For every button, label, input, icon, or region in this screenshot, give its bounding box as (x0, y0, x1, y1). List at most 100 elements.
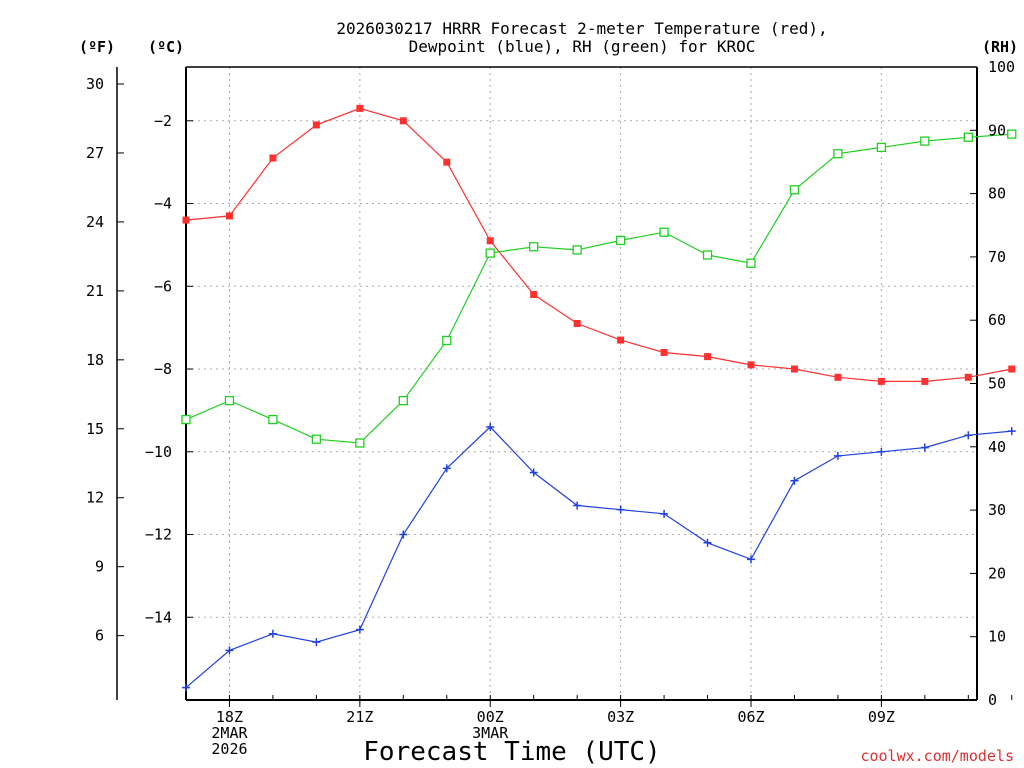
rh-line (185, 133, 1012, 444)
rh-tick-label-7: 30 (988, 501, 1006, 519)
series-layer (181, 104, 1017, 692)
temperature-point-13 (747, 361, 755, 369)
rh-point-8 (529, 242, 539, 252)
fahrenheit-tick-label-0: 30 (86, 75, 104, 93)
rh-point-13 (746, 258, 756, 268)
rh-point-19 (1007, 129, 1017, 139)
temperature-point-6 (443, 158, 451, 166)
dewpoint-line (185, 426, 1012, 689)
x-tick-label-5-0: 09Z (868, 708, 895, 726)
celsius-tick-label-4: −10 (145, 443, 172, 461)
rh-point-15 (833, 149, 843, 159)
rh-tick-label-10: 0 (988, 691, 997, 709)
rh-point-0 (181, 414, 191, 425)
temperature-point-11 (660, 348, 668, 356)
fahrenheit-tick-label-6: 12 (86, 489, 104, 507)
temperature-point-0 (182, 216, 190, 224)
temperature-point-19 (1008, 365, 1016, 373)
x-axis-label: Forecast Time (UTC) (363, 737, 660, 767)
rh-tick-label-8: 20 (988, 564, 1006, 582)
fahrenheit-tick-label-4: 18 (86, 351, 104, 369)
temperature-point-8 (530, 291, 538, 299)
rh-tick-label-6: 40 (988, 438, 1006, 456)
temperature-point-14 (790, 365, 798, 373)
fahrenheit-tick-label-1: 27 (86, 144, 104, 162)
temperature-point-3 (312, 121, 320, 129)
temperature-point-12 (704, 353, 712, 361)
x-tick-label-1-0: 21Z (346, 708, 373, 726)
dewpoint-point-12 (703, 538, 712, 547)
dewpoint-point-10 (616, 505, 625, 514)
temperature-point-15 (834, 373, 842, 381)
fahrenheit-tick-label-8: 6 (95, 627, 104, 645)
chart-title-line1: 2026030217 HRRR Forecast 2-meter Tempera… (336, 19, 827, 38)
dewpoint-point-8 (529, 468, 538, 477)
x-tick-label-4-0: 06Z (737, 708, 764, 726)
rh-point-14 (789, 185, 800, 195)
series-temperature (182, 104, 1016, 385)
dewpoint-point-16 (877, 447, 886, 456)
series-rh (181, 129, 1017, 448)
rh-point-6 (442, 335, 452, 346)
temperature-point-10 (617, 336, 625, 344)
temperature-point-17 (921, 377, 929, 385)
celsius-tick-label-6: −14 (145, 608, 172, 626)
fahrenheit-tick-label-7: 9 (95, 558, 104, 576)
dewpoint-point-13 (747, 555, 755, 564)
grid-lines (186, 67, 977, 700)
rh-point-17 (920, 136, 930, 146)
fahrenheit-tick-label-3: 21 (86, 282, 104, 300)
rh-tick-label-9: 10 (988, 628, 1006, 646)
rh-point-10 (615, 235, 626, 246)
dewpoint-point-6 (442, 464, 451, 473)
temperature-line (185, 107, 1012, 382)
dewpoint-point-9 (573, 501, 582, 510)
dewpoint-point-5 (399, 530, 408, 539)
chart-title-line2: Dewpoint (blue), RH (green) for KROC (409, 37, 756, 56)
x-tick-label-3-0: 03Z (607, 708, 634, 726)
temperature-point-1 (225, 212, 233, 220)
rh-point-9 (572, 245, 582, 255)
fahrenheit-unit-label: (ºF) (79, 38, 115, 56)
x-tick-label-0-1: 2MAR (211, 724, 248, 742)
celsius-tick-label-5: −12 (145, 526, 172, 544)
temperature-point-5 (399, 117, 407, 125)
dewpoint-point-1 (225, 646, 234, 655)
temperature-point-9 (573, 320, 581, 328)
rh-tick-label-4: 60 (988, 311, 1006, 329)
dewpoint-point-11 (660, 509, 669, 518)
dewpoint-point-15 (833, 451, 842, 460)
temperature-point-2 (269, 154, 277, 162)
x-tick-label-0-0: 18Z (216, 708, 243, 726)
dewpoint-point-3 (312, 638, 321, 647)
celsius-tick-label-2: −6 (154, 277, 172, 295)
rh-point-7 (485, 248, 495, 258)
rh-point-4 (355, 438, 365, 448)
celsius-tick-label-3: −8 (154, 360, 172, 378)
temperature-point-18 (964, 373, 972, 381)
dewpoint-point-17 (920, 443, 929, 452)
rh-tick-label-0: 100 (988, 58, 1015, 76)
plot-frame (116, 66, 978, 701)
dewpoint-point-0 (182, 683, 190, 692)
temperature-point-4 (356, 104, 364, 112)
rh-point-16 (876, 142, 887, 153)
dewpoint-point-19 (1007, 427, 1016, 436)
rh-tick-label-2: 80 (988, 185, 1006, 203)
rh-unit-label: (RH) (982, 38, 1018, 56)
rh-point-3 (311, 434, 322, 444)
credit-label: coolwx.com/models (860, 747, 1014, 765)
celsius-tick-label-1: −4 (154, 195, 172, 213)
dewpoint-point-2 (268, 629, 277, 638)
rh-point-2 (268, 414, 278, 425)
fahrenheit-tick-label-5: 15 (86, 420, 104, 438)
x-tick-label-0-2: 2026 (211, 740, 247, 758)
series-dewpoint (182, 422, 1016, 692)
temperature-point-16 (877, 377, 885, 385)
rh-point-5 (398, 395, 408, 406)
x-tick-label-2-0: 00Z (477, 708, 504, 726)
dewpoint-point-14 (790, 476, 799, 485)
rh-point-11 (659, 227, 669, 237)
rh-tick-label-3: 70 (988, 248, 1006, 266)
rh-point-18 (963, 132, 973, 142)
